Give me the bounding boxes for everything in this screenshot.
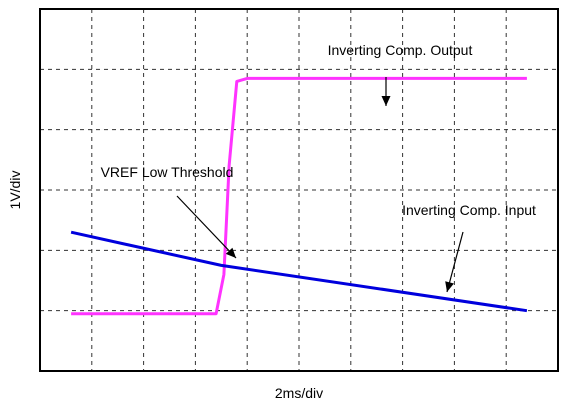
annotation-layer: Inverting Comp. Output VREF Low Threshold… — [101, 42, 536, 293]
series-line-output — [71, 76, 527, 316]
annotation: VREF Low Threshold — [101, 164, 237, 259]
plot-frame — [39, 8, 559, 372]
annotation-label: VREF Low Threshold — [101, 164, 234, 180]
annotation-label: Inverting Comp. Output — [328, 42, 473, 58]
x-axis-label: 2ms/div — [275, 385, 323, 401]
annotation-arrow-line — [446, 231, 464, 293]
annotation-arrowhead — [381, 96, 391, 106]
annotation: Inverting Comp. Output — [328, 42, 473, 106]
series-line-input — [70, 230, 528, 313]
annotation-arrowhead — [445, 281, 454, 292]
annotation-arrow-line — [176, 195, 237, 259]
annotation-arrowhead — [225, 247, 236, 258]
series-layer — [70, 76, 528, 316]
annotation: Inverting Comp. Input — [402, 202, 536, 293]
grid — [40, 9, 558, 371]
annotation-label: Inverting Comp. Input — [402, 202, 536, 218]
y-axis-label: 1V/div — [7, 171, 23, 210]
